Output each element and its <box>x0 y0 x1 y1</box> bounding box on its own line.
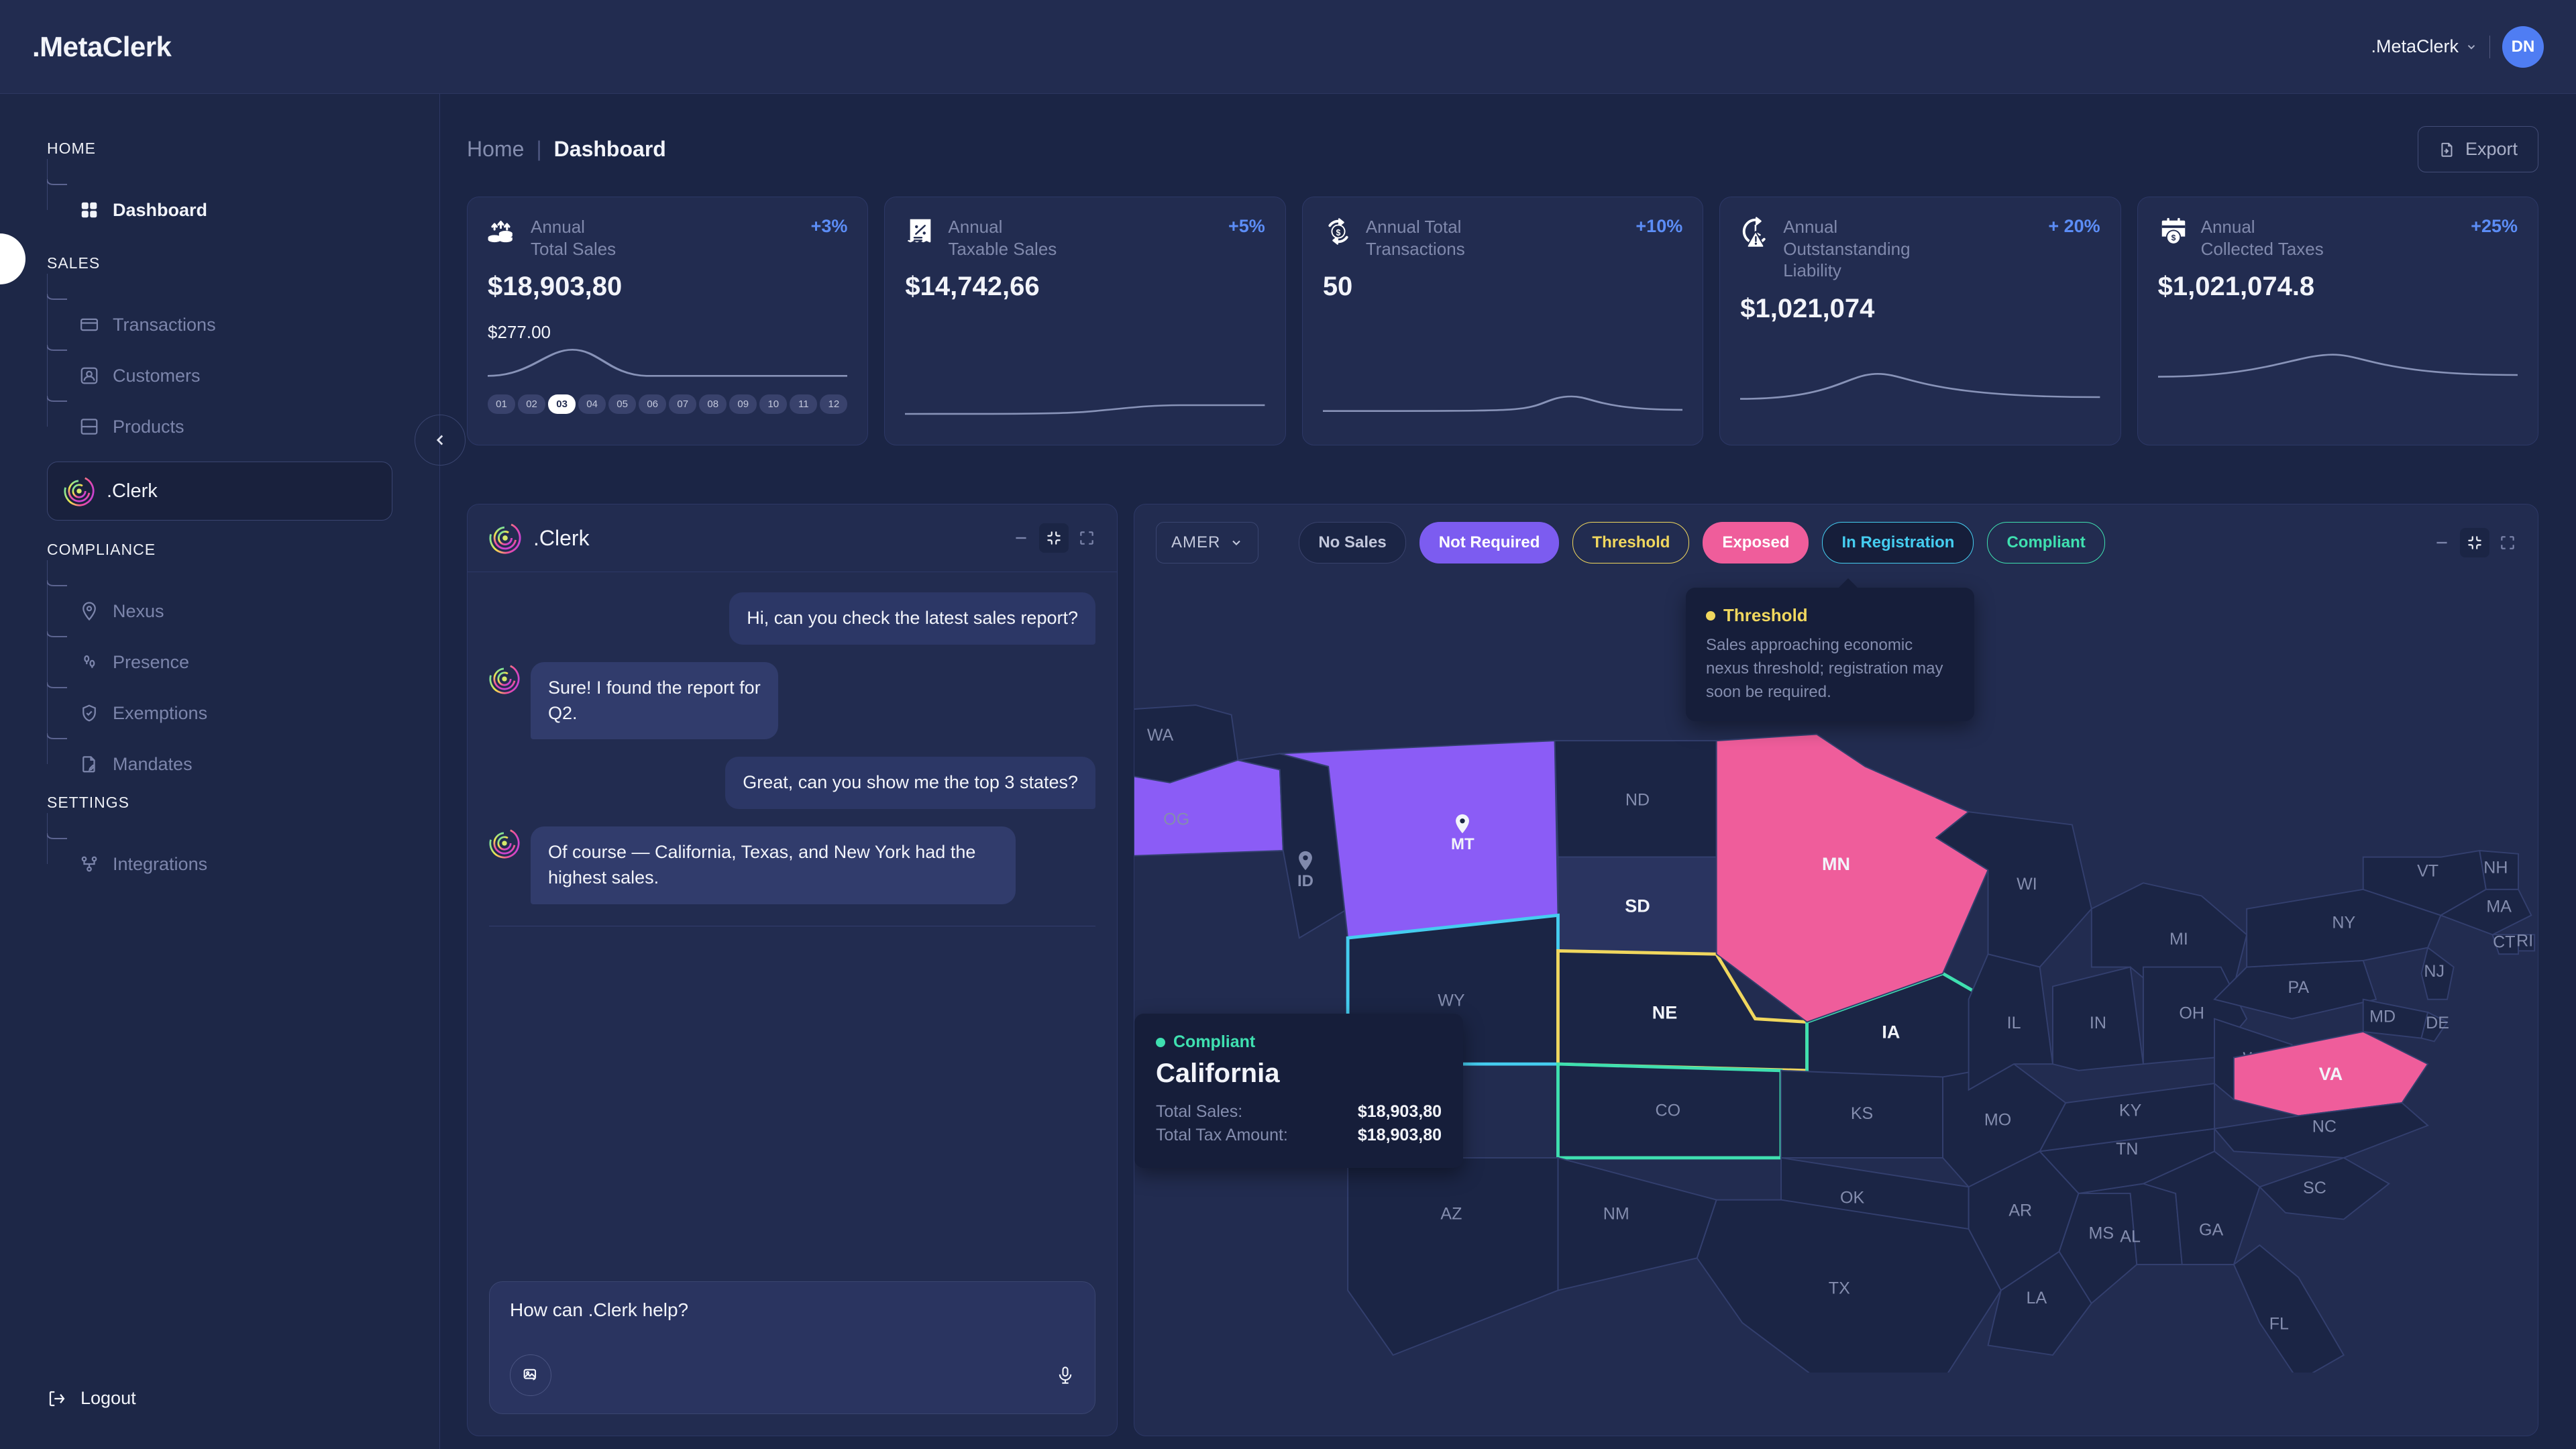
svg-text:AL: AL <box>2120 1227 2141 1246</box>
svg-text:MA: MA <box>2486 898 2512 916</box>
svg-text:NY: NY <box>2332 914 2355 932</box>
svg-text:AZ: AZ <box>1440 1205 1462 1224</box>
svg-text:NM: NM <box>1603 1205 1629 1224</box>
svg-text:MD: MD <box>2369 1007 2396 1026</box>
svg-text:LA: LA <box>2027 1289 2047 1307</box>
svg-text:MI: MI <box>2169 930 2188 949</box>
svg-text:OK: OK <box>1840 1188 1864 1207</box>
svg-text:IA: IA <box>1882 1022 1900 1042</box>
svg-text:VT: VT <box>2417 862 2438 881</box>
svg-text:GA: GA <box>2199 1221 2223 1240</box>
svg-text:TX: TX <box>1829 1279 1850 1297</box>
svg-text:MN: MN <box>1822 854 1850 874</box>
svg-text:NC: NC <box>2312 1117 2337 1136</box>
svg-text:OH: OH <box>2179 1004 2204 1023</box>
svg-text:TN: TN <box>2116 1140 2138 1159</box>
svg-text:FL: FL <box>2269 1314 2289 1333</box>
svg-text:KY: KY <box>2119 1101 2142 1120</box>
svg-text:WI: WI <box>2017 875 2037 894</box>
svg-text:AR: AR <box>2008 1201 2032 1220</box>
svg-text:RI: RI <box>2516 932 2533 951</box>
svg-text:NH: NH <box>2483 859 2508 877</box>
svg-text:ND: ND <box>1625 791 1650 810</box>
svg-text:CO: CO <box>1656 1101 1681 1120</box>
svg-text:PA: PA <box>2288 978 2310 997</box>
svg-text:NJ: NJ <box>2424 962 2445 981</box>
svg-text:SD: SD <box>1625 896 1650 916</box>
svg-text:OG: OG <box>1163 810 1189 828</box>
svg-text:SC: SC <box>2303 1179 2326 1197</box>
svg-text:$: $ <box>2171 233 2176 243</box>
svg-text:MS: MS <box>2088 1224 2114 1242</box>
svg-text:IN: IN <box>2090 1014 2106 1032</box>
svg-text:VA: VA <box>2319 1064 2343 1084</box>
svg-text:$: $ <box>1336 228 1340 237</box>
svg-text:DE: DE <box>2426 1014 2449 1032</box>
svg-text:NE: NE <box>1652 1003 1678 1023</box>
svg-text:IL: IL <box>2007 1014 2021 1032</box>
svg-text:MO: MO <box>1984 1111 2011 1130</box>
svg-text:CT: CT <box>2493 933 2515 952</box>
svg-text:KS: KS <box>1851 1104 1873 1123</box>
svg-text:WY: WY <box>1438 991 1465 1010</box>
svg-text:WA: WA <box>1147 726 1174 745</box>
